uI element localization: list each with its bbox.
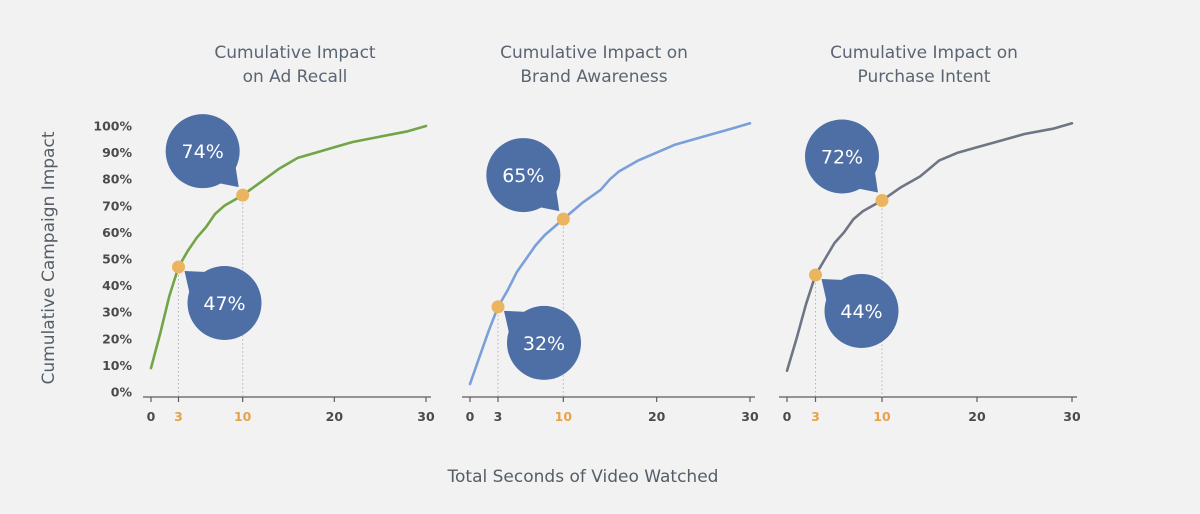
chart-title-line: Purchase Intent xyxy=(858,67,991,87)
chart-title-line: Cumulative Impact on xyxy=(500,43,688,63)
x-tick-label: 3 xyxy=(174,409,183,424)
x-tick-label: 10 xyxy=(873,409,891,424)
x-tick-label: 20 xyxy=(648,409,666,424)
data-point-marker xyxy=(809,268,822,282)
data-point-marker xyxy=(875,193,889,207)
callout-label: 32% xyxy=(523,333,565,355)
x-tick-label: 20 xyxy=(968,409,986,424)
y-tick-label: 0% xyxy=(111,385,133,400)
x-axis-title: Total Seconds of Video Watched xyxy=(447,467,719,487)
y-tick-label: 90% xyxy=(102,145,132,160)
chart-panel-2: Cumulative Impact on Brand Awareness 0 3 10 2… xyxy=(462,43,759,424)
y-axis-title: Cumulative Campaign Impact xyxy=(39,131,59,384)
callout-label: 47% xyxy=(203,293,245,315)
callout-bubble xyxy=(187,265,262,340)
callout-bubble xyxy=(165,114,240,189)
x-tick-label: 30 xyxy=(741,409,759,424)
x-tick-label: 3 xyxy=(494,409,503,424)
chart-title-line: Cumulative Impact on xyxy=(830,43,1018,63)
x-tick-label: 30 xyxy=(417,409,435,424)
y-tick-label: 80% xyxy=(102,172,132,187)
y-tick-label: 10% xyxy=(102,358,132,373)
data-point-marker xyxy=(491,300,505,314)
y-tick-label: 60% xyxy=(102,225,132,240)
chart-title-line: Brand Awareness xyxy=(520,67,667,87)
x-tick-label: 30 xyxy=(1063,409,1081,424)
data-point-marker xyxy=(172,260,185,274)
chart-title-line: on Ad Recall xyxy=(243,67,348,87)
chart-panel-1: Cumulative Impact on Ad Recall 0 3 10 20 30 0% 1… xyxy=(93,43,435,424)
chart-panel-3: Cumulative Impact on Purchase Intent 0 3 10 2… xyxy=(779,43,1081,424)
y-tick-label: 30% xyxy=(102,305,132,320)
callout-label: 74% xyxy=(182,141,224,163)
x-tick-label: 0 xyxy=(147,409,156,424)
x-tick-label: 10 xyxy=(555,409,573,424)
data-point-marker xyxy=(556,212,570,226)
callout-label: 65% xyxy=(502,165,544,187)
y-tick-label: 100% xyxy=(93,119,132,134)
callout-label: 72% xyxy=(821,146,863,168)
callout-bubble xyxy=(507,305,581,380)
chart-title-line: Cumulative Impact xyxy=(214,43,376,63)
callout-bubble xyxy=(486,138,561,213)
x-tick-label: 0 xyxy=(466,409,475,424)
y-tick-label: 70% xyxy=(102,198,132,213)
callout-label: 44% xyxy=(840,301,882,323)
callout-bubble xyxy=(805,119,879,194)
x-tick-label: 20 xyxy=(326,409,344,424)
data-point-marker xyxy=(236,188,250,202)
x-tick-label: 10 xyxy=(234,409,252,424)
callout-bubble xyxy=(824,273,899,348)
y-tick-label: 50% xyxy=(102,252,132,267)
y-tick-label: 20% xyxy=(102,331,132,346)
y-tick-label: 40% xyxy=(102,278,132,293)
x-tick-label: 3 xyxy=(811,409,820,424)
x-tick-label: 0 xyxy=(783,409,792,424)
